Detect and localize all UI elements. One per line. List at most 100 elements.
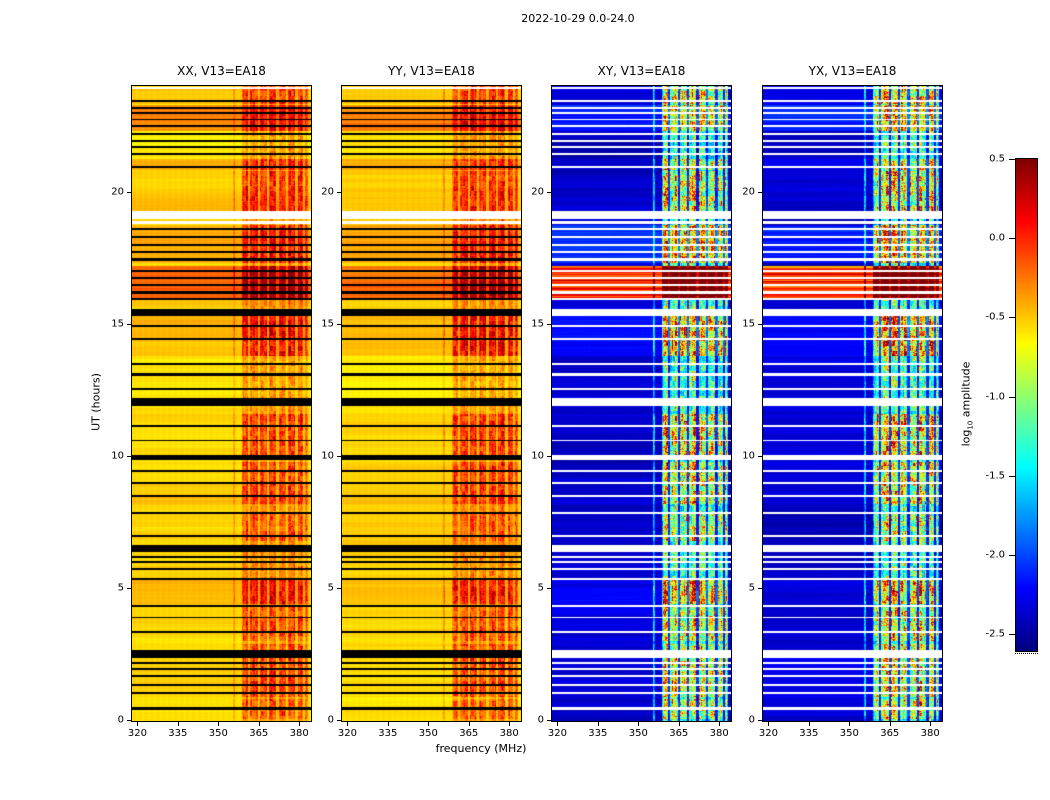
y-tick-label: 20 bbox=[111, 186, 124, 198]
y-tick bbox=[547, 191, 551, 193]
spectrogram-canvas-xx bbox=[132, 86, 311, 721]
spectrogram-panel-xy: XY, V13=EA18 bbox=[551, 64, 732, 722]
x-axis-label: frequency (MHz) bbox=[435, 742, 527, 755]
spectrogram-panel-yy: YY, V13=EA18 bbox=[341, 64, 522, 722]
figure-title: 2022-10-29 0.0-24.0 bbox=[521, 12, 635, 25]
y-tick-label: 10 bbox=[742, 450, 755, 462]
x-tick-label: 320 bbox=[547, 728, 567, 739]
x-tick bbox=[638, 722, 640, 726]
x-tick-label: 365 bbox=[669, 728, 689, 739]
y-tick-label: 5 bbox=[327, 582, 334, 594]
x-tick bbox=[137, 722, 139, 726]
y-tick-label: 10 bbox=[111, 450, 124, 462]
x-tick-label: 335 bbox=[378, 728, 398, 739]
panel-title-yy: YY, V13=EA18 bbox=[388, 64, 475, 78]
spectrogram-canvas-xy bbox=[552, 86, 731, 721]
y-tick-label: 5 bbox=[117, 582, 124, 594]
x-tick-label: 335 bbox=[168, 728, 188, 739]
y-tick-label: 20 bbox=[321, 186, 334, 198]
x-tick bbox=[849, 722, 851, 726]
colorbar bbox=[1015, 158, 1038, 652]
colorbar-tick bbox=[1009, 238, 1015, 240]
y-tick-label: 20 bbox=[742, 186, 755, 198]
x-tick bbox=[557, 722, 559, 726]
x-tick-label: 335 bbox=[799, 728, 819, 739]
colorbar-tick bbox=[1009, 634, 1015, 636]
panel-title-xx: XX, V13=EA18 bbox=[177, 64, 266, 78]
y-tick bbox=[127, 191, 131, 193]
x-tick-label: 365 bbox=[459, 728, 479, 739]
y-tick bbox=[758, 323, 762, 325]
colorbar-tick-label: -2.0 bbox=[985, 549, 1005, 561]
y-tick-label: 20 bbox=[531, 186, 544, 198]
x-tick bbox=[258, 722, 260, 726]
x-tick bbox=[719, 722, 721, 726]
y-tick-label: 10 bbox=[321, 450, 334, 462]
x-tick bbox=[597, 722, 599, 726]
y-tick bbox=[547, 720, 551, 721]
colorbar-tick-label: 0.0 bbox=[989, 232, 1005, 244]
colorbar-tick-label: -2.5 bbox=[985, 628, 1005, 640]
colorbar-tick-label: 0.5 bbox=[989, 153, 1005, 165]
y-tick bbox=[337, 587, 341, 589]
x-tick bbox=[218, 722, 220, 726]
x-tick-label: 335 bbox=[588, 728, 608, 739]
x-tick bbox=[509, 722, 511, 726]
x-tick bbox=[889, 722, 891, 726]
x-tick bbox=[387, 722, 389, 726]
colorbar-tick-label: -1.5 bbox=[985, 470, 1005, 482]
y-tick-label: 0 bbox=[117, 714, 124, 726]
spectrogram-panel-xx: XX, V13=EA18 bbox=[131, 64, 312, 722]
x-tick-label: 350 bbox=[208, 728, 228, 739]
x-tick-label: 350 bbox=[839, 728, 859, 739]
y-tick bbox=[337, 455, 341, 457]
y-tick-label: 15 bbox=[111, 318, 124, 330]
x-tick-label: 380 bbox=[920, 728, 940, 739]
colorbar-tick bbox=[1009, 554, 1015, 556]
y-tick-label: 15 bbox=[321, 318, 334, 330]
y-tick bbox=[337, 191, 341, 193]
x-tick bbox=[808, 722, 810, 726]
x-tick-label: 380 bbox=[289, 728, 309, 739]
y-tick-label: 0 bbox=[537, 714, 544, 726]
y-tick bbox=[337, 323, 341, 325]
colorbar-gradient bbox=[1016, 159, 1037, 651]
colorbar-tick-label: -1.0 bbox=[985, 391, 1005, 403]
x-tick-label: 320 bbox=[337, 728, 357, 739]
y-tick-label: 15 bbox=[531, 318, 544, 330]
x-tick-label: 380 bbox=[709, 728, 729, 739]
x-tick-label: 320 bbox=[758, 728, 778, 739]
spectrogram-canvas-yx bbox=[763, 86, 942, 721]
x-tick-label: 365 bbox=[880, 728, 900, 739]
panel-title-yx: YX, V13=EA18 bbox=[808, 64, 897, 78]
x-tick bbox=[768, 722, 770, 726]
x-tick bbox=[678, 722, 680, 726]
x-tick-label: 365 bbox=[249, 728, 269, 739]
y-tick bbox=[758, 455, 762, 457]
x-tick bbox=[468, 722, 470, 726]
y-tick bbox=[547, 455, 551, 457]
colorbar-tick bbox=[1009, 317, 1015, 319]
x-tick bbox=[930, 722, 932, 726]
y-tick-label: 0 bbox=[327, 714, 334, 726]
x-tick-label: 350 bbox=[418, 728, 438, 739]
y-tick bbox=[758, 720, 762, 721]
colorbar-tick bbox=[1009, 475, 1015, 477]
colorbar-tick bbox=[1009, 159, 1015, 160]
colorbar-label-pre: log bbox=[959, 429, 973, 447]
y-tick-label: 5 bbox=[537, 582, 544, 594]
x-tick-label: 380 bbox=[499, 728, 519, 739]
colorbar-extension bbox=[1015, 653, 1038, 654]
colorbar-tick-label: -0.5 bbox=[985, 311, 1005, 323]
y-tick-label: 0 bbox=[748, 714, 755, 726]
panel-title-xy: XY, V13=EA18 bbox=[597, 64, 686, 78]
y-tick bbox=[127, 720, 131, 721]
y-tick bbox=[547, 323, 551, 325]
x-tick bbox=[299, 722, 301, 726]
y-tick bbox=[127, 587, 131, 589]
y-axis-label: UT (hours) bbox=[89, 373, 103, 431]
y-tick bbox=[758, 587, 762, 589]
colorbar-label-sub: 10 bbox=[966, 420, 975, 430]
y-tick-label: 15 bbox=[742, 318, 755, 330]
